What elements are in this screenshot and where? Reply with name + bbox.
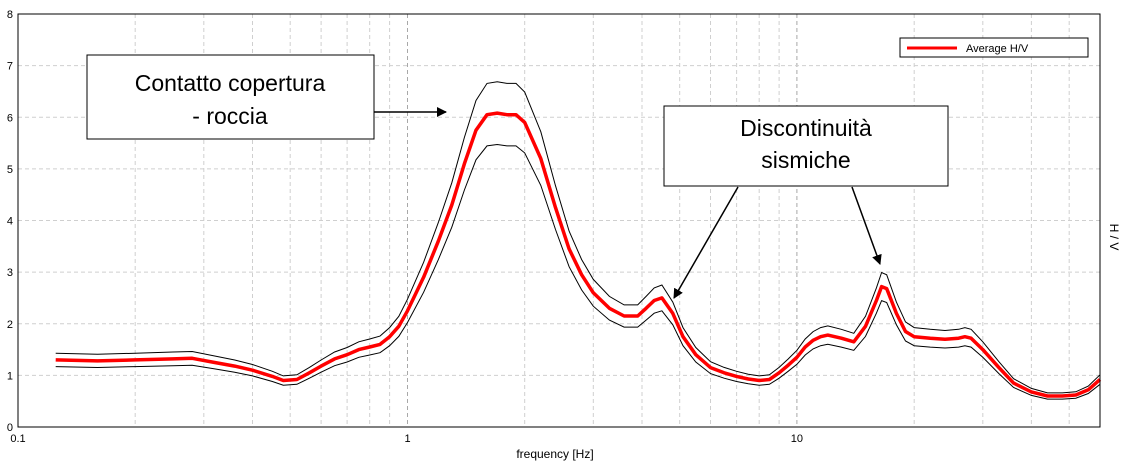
plot-frame (17, 13, 1101, 428)
legend-label: Average H/V (966, 43, 1029, 55)
x-tick-label: 0.1 (10, 433, 25, 445)
x-tick-label: 10 (791, 433, 803, 445)
annotation-contatto: Contatto copertura - roccia (86, 54, 447, 140)
lower-bound-line (55, 143, 1101, 400)
average-hv-line (55, 111, 1102, 398)
y-tick-label: 7 (7, 61, 13, 73)
annotation-2-arrow-right (851, 186, 882, 265)
legend: Average H/V (899, 37, 1089, 58)
annotation-2-arrow-left (673, 186, 739, 299)
annotation-box-1 (86, 54, 375, 140)
y-axis-label: H / V (1107, 224, 1121, 251)
x-tick-labels: 0.1 1 10 (10, 433, 803, 445)
grid-lines (18, 14, 1100, 427)
legend-box (899, 37, 1089, 58)
y-tick-label: 1 (7, 370, 13, 382)
annotation-2-line-1: Discontinuità (740, 115, 872, 141)
annotation-2-line-2: sismiche (761, 147, 850, 173)
y-tick-label: 0 (7, 422, 13, 434)
x-tick-label: 1 (404, 433, 410, 445)
annotation-discontinuita: Discontinuità sismiche (663, 105, 949, 299)
y-tick-label: 2 (7, 319, 13, 331)
y-tick-label: 5 (7, 164, 13, 176)
annotation-1-line-1: Contatto copertura (135, 70, 326, 96)
y-tick-label: 8 (7, 9, 13, 21)
annotation-box-2 (663, 105, 949, 187)
upper-bound-line (55, 81, 1101, 394)
y-tick-label: 6 (7, 112, 13, 124)
y-tick-label: 4 (7, 216, 13, 228)
confidence-band (55, 81, 1101, 400)
series-lines (55, 111, 1102, 398)
x-axis-label: frequency [Hz] (516, 447, 593, 461)
y-tick-label: 3 (7, 267, 13, 279)
annotation-1-line-2: - roccia (192, 103, 268, 129)
y-tick-labels: 0 1 2 3 4 5 6 7 8 (7, 9, 13, 434)
